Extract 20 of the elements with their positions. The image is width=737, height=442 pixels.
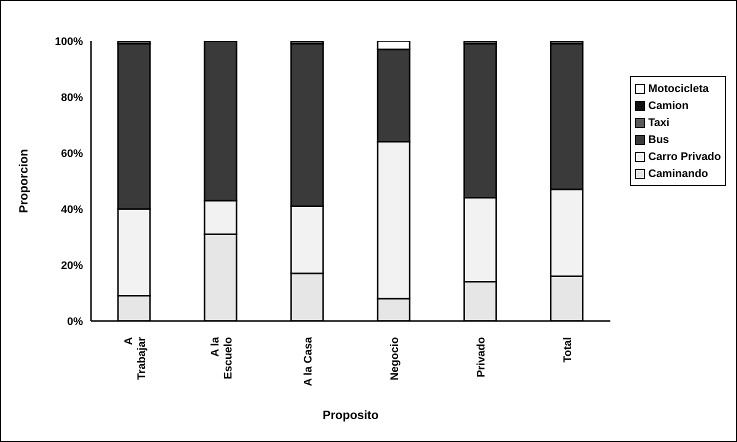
legend-label: Motocicleta [648,82,709,94]
y-axis-title: Proporcion [16,148,30,214]
legend-label: Carro Privado [648,150,721,162]
x-tick-label: A Trabajar [122,336,148,380]
x-axis-title: Proposito [322,408,379,422]
legend-label: Camion [648,100,689,112]
x-tick-label: Negocio [388,336,401,380]
y-tick-label: 100% [54,36,84,48]
legend-label: Caminando [648,168,708,180]
y-tick-label: 40% [60,204,84,216]
y-tick-label: 60% [60,148,84,160]
y-tick-label: 80% [60,92,84,104]
x-tick-label: Privado [475,336,488,378]
x-tick-label: A la Casa [302,336,314,386]
y-tick-label: 0% [67,316,84,328]
x-tick-label: Total [562,337,574,362]
x-tick-label: A la Escuelo [209,336,234,380]
y-tick-label: 20% [60,260,84,272]
legend-label: Taxi [648,116,670,128]
legend-label: Bus [648,134,670,146]
